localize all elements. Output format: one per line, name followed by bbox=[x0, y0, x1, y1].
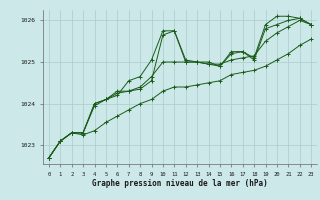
X-axis label: Graphe pression niveau de la mer (hPa): Graphe pression niveau de la mer (hPa) bbox=[92, 179, 268, 188]
